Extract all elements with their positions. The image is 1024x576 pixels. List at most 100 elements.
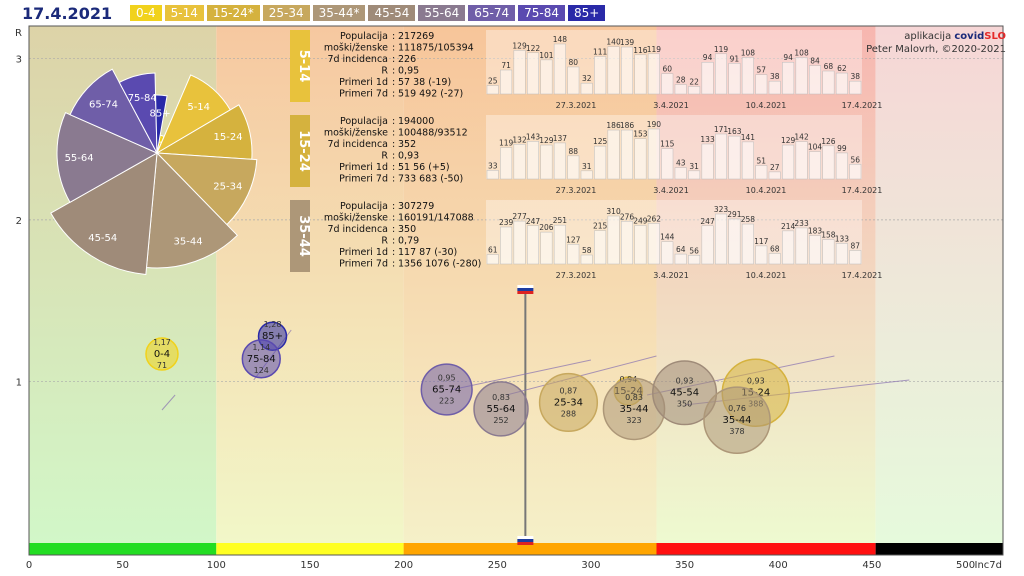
panel-bar: [553, 142, 566, 180]
panel-bar: [849, 164, 862, 180]
panel-bar: [674, 84, 687, 95]
stat-value: 0,79: [398, 236, 419, 247]
bubble-inc-label: 124: [254, 366, 269, 375]
panel-tag-bg: [290, 115, 310, 187]
panel-date: 27.3.2021: [556, 101, 597, 110]
bubble-45-54: [652, 360, 718, 426]
panel-bar: [634, 54, 647, 95]
panel-bar-label: 125: [593, 137, 608, 146]
credit-author: Peter Malovrh, ©2020-2021: [866, 44, 1006, 55]
panel-bar: [755, 74, 768, 95]
panel-bar-label: 61: [488, 246, 498, 255]
pie-label: 45-54: [88, 233, 117, 244]
panel-bar-label: 87: [851, 242, 861, 251]
y-axis-label: R: [15, 28, 22, 39]
zone-bg-3: [656, 26, 876, 543]
panel-bar-label: 291: [727, 210, 742, 219]
panel-bar-label: 126: [821, 137, 836, 146]
panel-bar-label: 129: [781, 136, 796, 145]
x-axis-label: Inc7d: [975, 560, 1003, 571]
panel-bar: [768, 171, 781, 180]
legend-item-7584: 75-84: [518, 5, 565, 21]
panel-bar-label: 27: [770, 163, 780, 172]
panel-bar: [782, 61, 795, 95]
panel-bar: [553, 43, 566, 95]
panel-bar: [701, 225, 714, 265]
panel-bar-label: 33: [488, 161, 498, 170]
bubble-group-label: 35-44: [619, 404, 648, 415]
pie-slice-35-44: [145, 151, 239, 269]
panel-bar-label: 158: [821, 231, 836, 240]
panel-tag-bg: [290, 200, 310, 272]
stat-value: 0,93: [398, 151, 419, 162]
trail: [161, 394, 176, 411]
panel-bar-label: 116: [633, 46, 648, 55]
bubble-r-label: 0,83: [492, 393, 510, 402]
panel-bar-label: 258: [741, 215, 756, 224]
pie-label: 85+: [149, 109, 170, 120]
panel-tag-bg: [290, 30, 310, 102]
stat-value: 51 56 (+5): [398, 162, 450, 173]
pie-slice-75-84: [118, 72, 158, 154]
stat-key: R: [381, 66, 388, 77]
panel-bar-label: 206: [539, 223, 554, 232]
stat-key: Populacija: [340, 31, 388, 42]
bubble-55-64: [473, 381, 529, 437]
panel-bar-label: 127: [566, 235, 581, 244]
stat-sep: :: [392, 139, 395, 150]
panel-bar-label: 57: [757, 66, 767, 75]
x-tick-label: 0: [26, 560, 32, 571]
legend-item-6574: 65-74: [468, 5, 516, 21]
legend-item-4554: 45-54: [368, 5, 416, 21]
panel-bar-label: 71: [501, 61, 511, 70]
panel-bar: [513, 144, 526, 180]
zone-bg-4: [875, 26, 1003, 543]
panel-bar: [741, 223, 754, 265]
bubble-r-label: 1,14: [252, 343, 270, 352]
panel-bar-label: 38: [770, 72, 780, 81]
flag-white: [517, 285, 534, 288]
panel-date: 10.4.2021: [746, 101, 787, 110]
panel-bar: [647, 128, 660, 180]
zone-bar: [875, 543, 1003, 555]
pie-label: 35-44: [174, 237, 203, 248]
bubble-25-34: [538, 372, 599, 433]
panel-date: 17.4.2021: [842, 101, 883, 110]
panel-bar-label: 140: [606, 38, 621, 47]
stat-value: 1356 1076 (-280): [398, 259, 481, 270]
bubble-inc-label: 378: [729, 427, 744, 436]
panel-date: 10.4.2021: [746, 271, 787, 280]
panel-bar: [795, 57, 808, 95]
panel-tag: 5-14: [296, 50, 311, 83]
panel-date: 27.3.2021: [556, 271, 597, 280]
panel-bar: [782, 144, 795, 180]
stat-sep: :: [392, 116, 395, 127]
plot-frame: [28, 25, 1004, 556]
panel-bar-label: 101: [539, 51, 554, 60]
panel-bar: [486, 254, 499, 265]
panel-bar-label: 119: [714, 45, 729, 54]
bubble-0-4: [145, 337, 179, 371]
panel-bar: [661, 73, 674, 95]
panel-bar-label: 43: [676, 159, 686, 168]
panel-bar-label: 323: [714, 205, 729, 214]
stat-value: 352: [398, 139, 416, 150]
panel-bar: [540, 144, 553, 180]
stat-value: 0,95: [398, 66, 419, 77]
panel-bar: [822, 70, 835, 95]
panel-bar: [567, 155, 580, 180]
stat-sep: :: [392, 201, 395, 212]
panel-bar: [527, 225, 539, 265]
bubble-r-label: 0,76: [728, 404, 746, 413]
stat-sep: :: [392, 54, 395, 65]
panel-bar: [755, 245, 768, 265]
panel-date: 10.4.2021: [746, 186, 787, 195]
panel-bar-label: 51: [757, 157, 767, 166]
panel-bar: [809, 235, 821, 265]
stat-sep: :: [392, 31, 395, 42]
panel-bar-label: 310: [606, 207, 621, 216]
legend-item-85: 85+: [567, 5, 606, 21]
panel-bar: [768, 80, 781, 95]
panel-bar: [634, 138, 647, 180]
stat-sep: :: [392, 77, 395, 88]
